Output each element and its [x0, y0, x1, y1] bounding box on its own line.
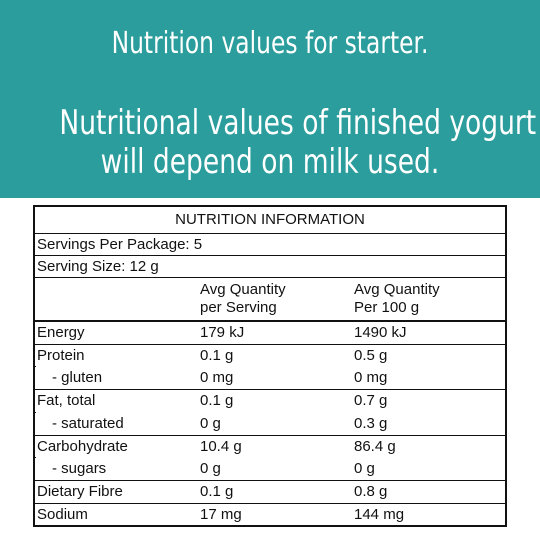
value-per-100g: 1490 kJ — [354, 324, 407, 341]
panel-title: NUTRITION INFORMATION — [175, 211, 365, 228]
divider — [35, 233, 505, 234]
nutrient-label: Energy — [37, 324, 85, 341]
divider — [35, 255, 505, 256]
nutrient-label: - sugars — [52, 460, 107, 477]
value-per-100g: 86.4 g — [354, 438, 396, 455]
col-header-serving-2: per Serving — [200, 299, 277, 316]
servings-per-package: Servings Per Package: 5 — [37, 236, 203, 253]
value-per-serving: 0 g — [200, 415, 221, 432]
banner-line-2: Nutritional values of finished yogurt — [59, 103, 537, 143]
nutrient-label: Sodium — [37, 506, 88, 523]
value-per-serving: 17 mg — [200, 506, 242, 523]
value-per-serving: 0.1 g — [200, 392, 234, 409]
value-per-serving: 0 g — [200, 460, 221, 477]
header-banner: Nutrition values for starter. Nutritiona… — [0, 0, 540, 198]
row-divider — [35, 412, 36, 413]
banner-line-1: Nutrition values for starter. — [111, 26, 429, 61]
row-divider — [35, 344, 505, 345]
banner-line-3: will depend on milk used. — [100, 142, 440, 182]
value-per-100g: 0.3 g — [354, 415, 388, 432]
value-per-100g: 0 mg — [354, 369, 388, 386]
col-header-serving-1: Avg Quantity — [200, 281, 286, 298]
divider — [35, 277, 505, 278]
value-per-100g: 0.8 g — [354, 483, 388, 500]
value-per-100g: 144 mg — [354, 506, 405, 523]
nutrient-label: - gluten — [52, 369, 103, 386]
value-per-serving: 0.1 g — [200, 483, 234, 500]
row-divider — [35, 480, 505, 481]
nutrient-label: - saturated — [52, 415, 124, 432]
value-per-serving: 0.1 g — [200, 347, 234, 364]
row-divider — [35, 435, 505, 436]
col-header-100g-2: Per 100 g — [354, 299, 420, 316]
value-per-100g: 0 g — [354, 460, 375, 477]
col-header-100g-1: Avg Quantity — [354, 281, 440, 298]
nutrient-label: Fat, total — [37, 392, 96, 409]
nutrient-label: Protein — [37, 347, 85, 364]
serving-size: Serving Size: 12 g — [37, 258, 159, 275]
row-divider — [35, 503, 505, 504]
value-per-serving: 10.4 g — [200, 438, 242, 455]
nutrient-label: Dietary Fibre — [37, 483, 123, 500]
value-per-100g: 0.5 g — [354, 347, 388, 364]
row-divider — [35, 389, 505, 390]
value-per-serving: 179 kJ — [200, 324, 245, 341]
value-per-serving: 0 mg — [200, 369, 234, 386]
row-divider — [35, 366, 36, 367]
divider — [35, 320, 505, 322]
nutrition-panel: NUTRITION INFORMATION Servings Per Packa… — [33, 205, 507, 527]
value-per-100g: 0.7 g — [354, 392, 388, 409]
nutrient-label: Carbohydrate — [37, 438, 128, 455]
row-divider — [35, 457, 36, 458]
